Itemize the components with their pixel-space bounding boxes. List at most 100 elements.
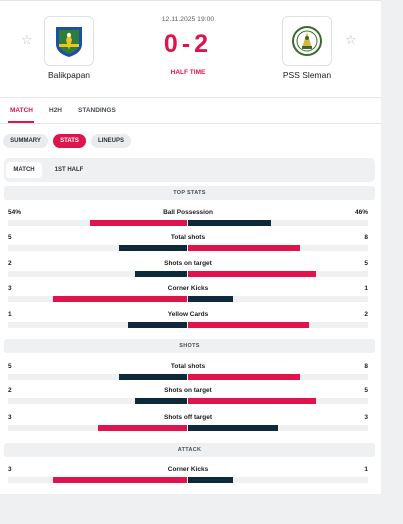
stat-row: 2 Shots on target 5 bbox=[8, 260, 368, 280]
stat-home-value: 3 bbox=[8, 414, 12, 421]
stat-home-track bbox=[8, 322, 187, 328]
stat-home-value: 3 bbox=[8, 466, 12, 473]
stat-label: Shots off target bbox=[163, 414, 213, 421]
home-team-logo[interactable] bbox=[44, 16, 94, 66]
stat-home-track bbox=[8, 398, 187, 404]
stat-row: 3 Corner Kicks 1 bbox=[8, 285, 368, 305]
top-divider bbox=[0, 0, 381, 1]
active-tab-indicator bbox=[8, 121, 34, 123]
tab-standings[interactable]: STANDINGS bbox=[78, 107, 116, 114]
subtab-lineups[interactable]: LINEUPS bbox=[91, 134, 131, 148]
stat-away-bar bbox=[188, 220, 271, 226]
stat-home-track bbox=[8, 425, 187, 431]
home-team-name[interactable]: Balikpapan bbox=[47, 70, 91, 80]
pss-sleman-crest-icon bbox=[292, 26, 322, 56]
tab-h2h[interactable]: H2H bbox=[49, 107, 63, 114]
stat-away-bar bbox=[188, 374, 300, 380]
section-header-attack: ATTACK bbox=[4, 443, 375, 457]
stat-label: Shots on target bbox=[164, 387, 212, 394]
match-panel: ☆ Balikpapan 12.11.2025 19:00 0-2 HALF T… bbox=[0, 0, 381, 494]
away-team-logo[interactable] bbox=[282, 16, 332, 66]
stat-home-bar bbox=[127, 322, 187, 328]
main-tab-bar: MATCH H2H STANDINGS bbox=[0, 99, 381, 124]
stat-row: 1 Yellow Cards 2 bbox=[8, 311, 368, 331]
stat-away-bar bbox=[188, 425, 278, 431]
stat-away-value: 1 bbox=[364, 466, 368, 473]
match-score: 0-2 bbox=[163, 30, 213, 58]
stat-home-value: 54% bbox=[8, 209, 22, 216]
section-header-shots: SHOTS bbox=[4, 339, 375, 353]
stat-away-value: 2 bbox=[364, 311, 368, 318]
section-header-top-stats: TOP STATS bbox=[4, 186, 375, 200]
stat-home-value: 5 bbox=[8, 363, 12, 370]
stat-away-value: 1 bbox=[364, 285, 368, 292]
period-match-button[interactable]: MATCH bbox=[6, 162, 42, 178]
stat-home-track bbox=[8, 220, 187, 226]
stat-away-value: 46% bbox=[354, 209, 368, 216]
stat-home-bar bbox=[135, 398, 187, 404]
stat-home-track bbox=[8, 374, 187, 380]
stat-row: 2 Shots on target 5 bbox=[8, 387, 368, 407]
stat-home-track bbox=[8, 245, 187, 251]
stat-home-bar bbox=[52, 296, 187, 302]
stat-home-track bbox=[8, 271, 187, 277]
stat-away-track bbox=[188, 398, 368, 404]
stat-label: Shots on target bbox=[164, 260, 212, 267]
stat-label: Yellow Cards bbox=[167, 311, 209, 318]
away-team-name[interactable]: PSS Sleman bbox=[282, 70, 332, 80]
stat-away-track bbox=[188, 271, 368, 277]
stat-home-bar bbox=[118, 374, 187, 380]
period-selector: MATCH 1ST HALF bbox=[4, 158, 375, 182]
stat-row: 5 Total shots 8 bbox=[8, 234, 368, 254]
tab-match[interactable]: MATCH bbox=[10, 107, 33, 114]
stat-away-bar bbox=[188, 477, 233, 483]
stat-away-value: 5 bbox=[364, 387, 368, 394]
stat-away-value: 5 bbox=[364, 260, 368, 267]
stat-away-track bbox=[188, 374, 368, 380]
stat-away-track bbox=[188, 477, 368, 483]
stat-home-value: 2 bbox=[8, 260, 12, 267]
stat-away-bar bbox=[188, 245, 300, 251]
stat-home-track bbox=[8, 477, 187, 483]
stat-away-value: 3 bbox=[364, 414, 368, 421]
stat-away-track bbox=[188, 296, 368, 302]
stat-away-bar bbox=[188, 296, 233, 302]
stat-row: 3 Shots off target 3 bbox=[8, 414, 368, 434]
stat-label: Corner Kicks bbox=[167, 285, 209, 292]
stat-away-bar bbox=[188, 271, 316, 277]
subtab-stats[interactable]: STATS bbox=[53, 134, 86, 148]
stat-away-track bbox=[188, 245, 368, 251]
away-favorite-star-icon[interactable]: ☆ bbox=[345, 32, 357, 47]
stat-home-value: 1 bbox=[8, 311, 12, 318]
match-header: ☆ Balikpapan 12.11.2025 19:00 0-2 HALF T… bbox=[0, 0, 381, 98]
stat-label: Total shots bbox=[170, 363, 206, 370]
stat-away-track bbox=[188, 425, 368, 431]
stat-home-value: 3 bbox=[8, 285, 12, 292]
home-favorite-star-icon[interactable]: ☆ bbox=[21, 32, 33, 47]
stat-row: 3 Corner Kicks 1 bbox=[8, 466, 368, 486]
stat-home-bar bbox=[90, 220, 187, 226]
stat-away-bar bbox=[188, 398, 316, 404]
stat-home-bar bbox=[52, 477, 187, 483]
stat-row: 5 Total shots 8 bbox=[8, 363, 368, 383]
stat-label: Corner Kicks bbox=[167, 466, 209, 473]
balikpapan-crest-icon bbox=[56, 27, 82, 57]
stat-home-bar bbox=[118, 245, 187, 251]
stat-home-bar bbox=[97, 425, 187, 431]
stat-away-value: 8 bbox=[364, 363, 368, 370]
stat-label: Ball Possession bbox=[163, 209, 213, 216]
stat-label: Total shots bbox=[170, 234, 206, 241]
stat-away-track bbox=[188, 220, 368, 226]
subtab-summary[interactable]: SUMMARY bbox=[3, 134, 48, 148]
stat-row: 54% Ball Possession 46% bbox=[8, 209, 368, 229]
stat-home-track bbox=[8, 296, 187, 302]
period-1st-half-button[interactable]: 1ST HALF bbox=[54, 167, 84, 173]
stat-away-bar bbox=[188, 322, 309, 328]
match-date: 12.11.2025 19:00 bbox=[161, 16, 215, 23]
stat-home-bar bbox=[135, 271, 187, 277]
stat-away-track bbox=[188, 322, 368, 328]
stat-home-value: 2 bbox=[8, 387, 12, 394]
stat-home-value: 5 bbox=[8, 234, 12, 241]
stat-away-value: 8 bbox=[364, 234, 368, 241]
match-status: HALF TIME bbox=[170, 69, 206, 76]
